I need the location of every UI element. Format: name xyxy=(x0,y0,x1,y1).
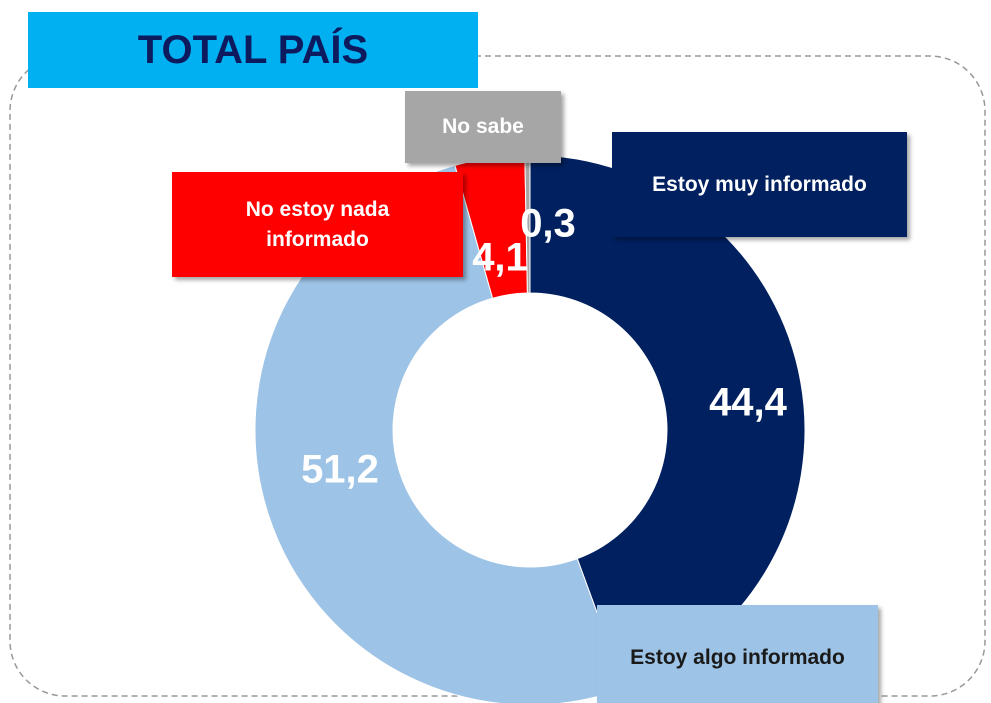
value-label: 0,3 xyxy=(520,202,576,246)
category-label: Estoy algo informado xyxy=(597,605,878,703)
chart-title: TOTAL PAÍS xyxy=(28,12,478,88)
category-label: Estoy muy informado xyxy=(612,132,907,237)
value-label: 4,1 xyxy=(472,236,528,280)
category-label: No estoy nada informado xyxy=(172,172,463,277)
category-label: No sabe xyxy=(405,91,561,163)
value-label: 51,2 xyxy=(301,448,379,492)
value-label: 44,4 xyxy=(709,381,788,425)
